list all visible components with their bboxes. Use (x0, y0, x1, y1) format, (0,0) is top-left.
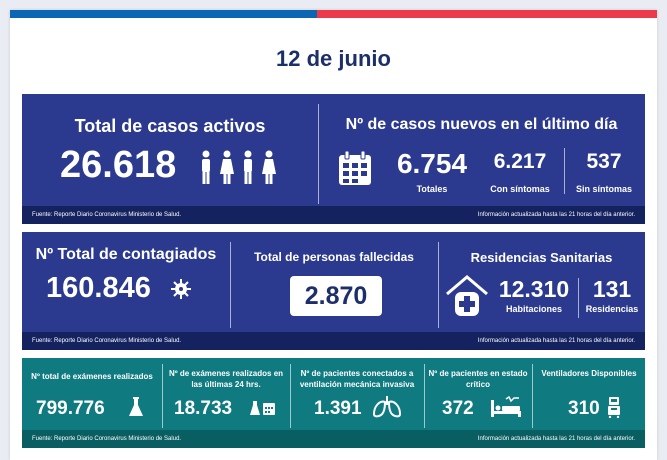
active-cases-panel: Total de casos activos 26.618 Nº de caso… (22, 94, 645, 224)
bed-patient-icon (490, 395, 522, 423)
flag-stripe-red (317, 10, 657, 18)
no-symptoms-label: Sin síntomas (575, 184, 632, 194)
panel-divider (318, 104, 319, 204)
critical-title: Nº de pacientes en estado crítico (428, 369, 528, 389)
ventilators-value: 310 (568, 398, 600, 419)
infected-title: Nº Total de contagiados (35, 246, 217, 263)
infected-value: 160.846 (46, 272, 151, 304)
totals-panel: Nº Total de contagiados 160.846 Total de… (22, 232, 645, 350)
ventilator-icon (606, 396, 622, 423)
source-note: Fuente: Reporte Diario Coronavirus Minis… (32, 436, 182, 442)
rooms-label: Habitaciones (505, 304, 563, 314)
lungs-icon (372, 396, 402, 423)
people-icon (198, 150, 280, 191)
subdivider (564, 148, 565, 194)
panel-divider (424, 364, 425, 428)
no-symptoms-value: 537 (586, 150, 622, 173)
deaths-title: Total de personas fallecidas (254, 250, 414, 264)
exams-total-value: 799.776 (36, 398, 105, 419)
residences-title: Residencias Sanitarias (470, 250, 613, 265)
flag-stripe-blue (10, 10, 317, 18)
new-cases-total-value: 6.754 (396, 148, 468, 179)
rooms-value: 12.310 (498, 276, 570, 302)
ventilation-value: 1.391 (314, 398, 362, 419)
panel-divider (438, 242, 439, 328)
residences-value: 131 (592, 276, 632, 302)
flask-icon (128, 396, 144, 423)
exams-24h-value: 18.733 (174, 398, 233, 419)
exams-24h-title: Nº de exámenes realizados en las últimas… (168, 369, 284, 389)
panel-divider (532, 364, 533, 428)
active-cases-title: Total de casos activos (74, 116, 266, 136)
panel-divider (162, 364, 163, 428)
active-cases-value: 26.618 (60, 144, 177, 186)
exams-total-title: Nº total de exámenes realizados (31, 372, 153, 381)
tests-panel: Nº total de exámenes realizados 799.776 … (22, 358, 645, 448)
subdivider (578, 278, 579, 318)
panel-divider (230, 242, 231, 328)
panel-divider (290, 364, 291, 428)
source-note: Fuente: Reporte Diario Coronavirus Minis… (32, 338, 182, 344)
new-cases-title: Nº de casos nuevos en el último día (345, 116, 618, 133)
dashboard-card: 12 de junio Total de casos activos 26.61… (10, 10, 657, 460)
house-cross-icon (444, 274, 490, 323)
residences-label: Residencias (585, 304, 639, 314)
updated-note: Información actualizada hasta las 21 hor… (477, 212, 635, 218)
report-date: 12 de junio (276, 46, 391, 71)
panel-footer: Fuente: Reporte Diario Coronavirus Minis… (22, 430, 645, 448)
deaths-value: 2.870 (290, 276, 382, 316)
source-note: Fuente: Reporte Diario Coronavirus Minis… (32, 212, 182, 218)
virus-icon (170, 278, 192, 305)
ventilators-title: Ventiladores Disponibles (541, 369, 637, 378)
new-cases-total-label: Totales (416, 184, 448, 194)
lab-flask-calendar-icon (250, 400, 276, 421)
calendar-icon (338, 150, 372, 191)
panel-footer: Fuente: Reporte Diario Coronavirus Minis… (22, 206, 645, 224)
ventilation-title: Nº de pacientes conectados a ventilación… (299, 369, 415, 389)
critical-value: 372 (442, 398, 474, 419)
updated-note: Información actualizada hasta las 21 hor… (477, 338, 635, 344)
symptoms-label: Con síntomas (490, 184, 550, 194)
panel-footer: Fuente: Reporte Diario Coronavirus Minis… (22, 332, 645, 350)
updated-note: Información actualizada hasta las 21 hor… (477, 436, 635, 442)
symptoms-value: 6.217 (493, 150, 547, 173)
